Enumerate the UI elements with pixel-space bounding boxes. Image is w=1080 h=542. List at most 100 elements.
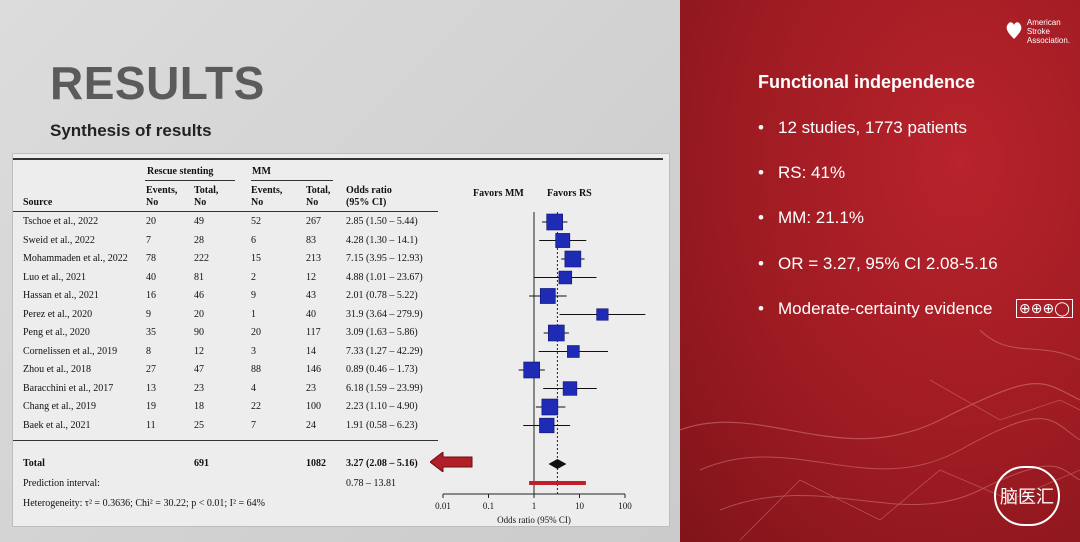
row-source: Baek et al., 2021 bbox=[23, 419, 91, 431]
row-events-mm: 4 bbox=[251, 382, 256, 394]
row-total-rescue: 18 bbox=[194, 401, 204, 412]
heart-torch-logo-icon bbox=[1006, 22, 1022, 39]
row-total-rescue: 222 bbox=[194, 253, 209, 264]
x-tick-label: 10 bbox=[575, 501, 585, 511]
study-point-marker bbox=[547, 324, 565, 342]
bullet-dot-4: • bbox=[758, 254, 764, 273]
table-top-rule bbox=[13, 158, 663, 160]
row-total-mm: 14 bbox=[306, 345, 316, 357]
row-events-mm: 3 bbox=[251, 345, 256, 357]
row-total-mm: 146 bbox=[306, 364, 321, 375]
row-source: Chang et al., 2019 bbox=[23, 401, 97, 412]
group-header-mm: MM bbox=[252, 166, 271, 177]
row-events-rescue: 9 bbox=[146, 308, 151, 320]
header-bottom-rule bbox=[13, 211, 438, 212]
row-source: Sweid et al., 2022 bbox=[23, 234, 95, 246]
watermark-text: 脑医汇 bbox=[1000, 487, 1054, 507]
col-events1-unit: No bbox=[146, 197, 159, 208]
row-total-rescue: 47 bbox=[194, 364, 204, 375]
row-events-mm: 9 bbox=[251, 290, 256, 301]
favors-rs-label: Favors RS bbox=[547, 188, 592, 199]
row-total-rescue: 23 bbox=[194, 382, 204, 394]
row-odds-ratio: 4.88 (1.01 – 23.67) bbox=[346, 271, 423, 283]
row-events-rescue: 27 bbox=[146, 364, 156, 375]
group-header-rescue: Rescue stenting bbox=[147, 166, 214, 177]
x-tick-label: 0.01 bbox=[435, 501, 451, 511]
row-total-mm: 117 bbox=[306, 327, 321, 338]
row-odds-ratio: 2.01 (0.78 – 5.22) bbox=[346, 290, 418, 301]
row-events-rescue: 35 bbox=[146, 327, 156, 338]
study-point-marker bbox=[555, 233, 571, 248]
row-events-mm: 2 bbox=[251, 271, 256, 283]
total-label: Total bbox=[23, 458, 45, 469]
row-source: Hassan et al., 2021 bbox=[23, 290, 99, 301]
heterogeneity-text: Heterogeneity: τ² = 0.3636; Chi² = 30.22… bbox=[23, 498, 265, 509]
group-rule-rescue bbox=[145, 180, 235, 181]
col-total2: Total, bbox=[306, 185, 331, 196]
study-point-marker bbox=[596, 308, 609, 321]
row-odds-ratio: 7.33 (1.27 – 42.29) bbox=[346, 345, 423, 357]
row-total-mm: 100 bbox=[306, 401, 321, 412]
row-source: Baracchini et al., 2017 bbox=[23, 382, 114, 394]
row-total-mm: 40 bbox=[306, 308, 316, 320]
study-point-marker bbox=[562, 381, 578, 396]
row-total-rescue: 28 bbox=[194, 234, 204, 246]
row-total-mm: 12 bbox=[306, 271, 316, 283]
row-events-rescue: 19 bbox=[146, 401, 156, 412]
forest-plot-figure: Rescue stenting MM Source Events, No Tot… bbox=[12, 153, 670, 527]
forest-plot: 0.01 0.1 1 10 100 Odds ratio (95% CI) bbox=[435, 212, 646, 525]
row-events-rescue: 8 bbox=[146, 345, 151, 357]
col-events2-unit: No bbox=[251, 197, 264, 208]
study-point-marker bbox=[541, 398, 559, 416]
highlight-arrow-icon bbox=[430, 452, 473, 472]
bullet-3: MM: 21.1% bbox=[778, 208, 864, 227]
slide-subtitle: Synthesis of results bbox=[50, 121, 212, 140]
bullet-dot-5: • bbox=[758, 299, 764, 318]
row-events-rescue: 16 bbox=[146, 290, 156, 301]
study-point-marker bbox=[523, 361, 540, 379]
row-total-rescue: 49 bbox=[194, 216, 204, 227]
prediction-interval-bar bbox=[529, 481, 586, 485]
col-odds-ratio-ci: (95% CI) bbox=[346, 197, 387, 208]
row-events-mm: 6 bbox=[251, 234, 256, 246]
col-total2-unit: No bbox=[306, 197, 319, 208]
row-total-rescue: 46 bbox=[194, 290, 204, 301]
row-events-rescue: 78 bbox=[146, 253, 156, 264]
group-rule-mm bbox=[251, 180, 333, 181]
row-total-mm: 213 bbox=[306, 253, 321, 264]
row-events-mm: 15 bbox=[251, 253, 261, 264]
row-events-mm: 88 bbox=[251, 364, 261, 375]
row-events-mm: 1 bbox=[251, 308, 256, 320]
row-total-rescue: 25 bbox=[194, 419, 204, 431]
row-odds-ratio: 6.18 (1.59 – 23.99) bbox=[346, 382, 423, 394]
prediction-label: Prediction interval: bbox=[23, 478, 100, 489]
row-odds-ratio: 3.09 (1.63 – 5.86) bbox=[346, 327, 418, 338]
row-events-mm: 20 bbox=[251, 327, 261, 338]
bullet-dot-1: • bbox=[758, 118, 764, 137]
row-events-rescue: 40 bbox=[146, 271, 156, 283]
col-events1: Events, bbox=[146, 185, 178, 196]
row-odds-ratio: 0.89 (0.46 – 1.73) bbox=[346, 364, 418, 375]
slide-right-panel: American Stroke Association. Functional … bbox=[680, 0, 1080, 542]
slide-left-panel: RESULTS Synthesis of results Rescue sten… bbox=[0, 0, 680, 542]
row-odds-ratio: 4.28 (1.30 – 14.1) bbox=[346, 234, 418, 246]
bullet-dot-3: • bbox=[758, 208, 764, 227]
logo-line-2: Stroke bbox=[1026, 27, 1050, 36]
favors-mm-label: Favors MM bbox=[473, 188, 524, 199]
row-total-rescue: 20 bbox=[194, 308, 204, 320]
total-rescue: 691 bbox=[194, 458, 209, 469]
study-point-marker bbox=[539, 288, 556, 304]
x-tick-label: 0.1 bbox=[483, 501, 494, 511]
row-source: Tschoe et al., 2022 bbox=[23, 216, 99, 227]
x-tick-label: 1 bbox=[532, 501, 537, 511]
row-total-mm: 24 bbox=[306, 419, 316, 431]
certainty-symbols: ⊕⊕⊕◯ bbox=[1016, 299, 1073, 318]
study-point-marker bbox=[539, 417, 555, 434]
row-odds-ratio: 2.85 (1.50 – 5.44) bbox=[346, 216, 418, 227]
row-total-mm: 267 bbox=[306, 216, 321, 227]
row-source: Mohammaden et al., 2022 bbox=[23, 253, 128, 264]
row-events-rescue: 11 bbox=[146, 419, 156, 431]
bullet-dot-2: • bbox=[758, 163, 764, 182]
row-events-rescue: 13 bbox=[146, 382, 156, 394]
bullet-5: Moderate-certainty evidence bbox=[778, 299, 993, 318]
